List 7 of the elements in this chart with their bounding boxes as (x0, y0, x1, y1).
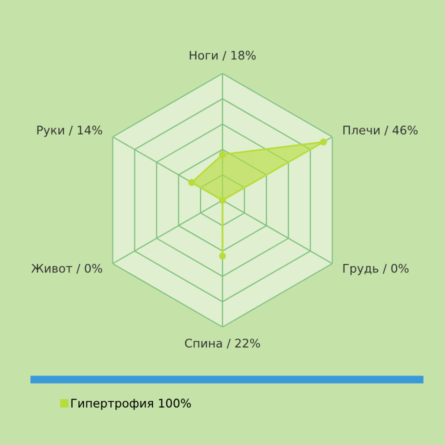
spoke-label: Руки / 14% (37, 126, 102, 137)
spoke-label: Грудь / 0% (343, 264, 409, 276)
spoke-label: Живот / 0% (31, 264, 102, 274)
spoke-label: Ноги / 18% (190, 50, 256, 61)
legend-label: Гипертрофия 100% (71, 398, 191, 410)
spoke-label: Плечи / 46% (343, 126, 418, 136)
spoke-label: Спина / 22% (185, 338, 260, 349)
